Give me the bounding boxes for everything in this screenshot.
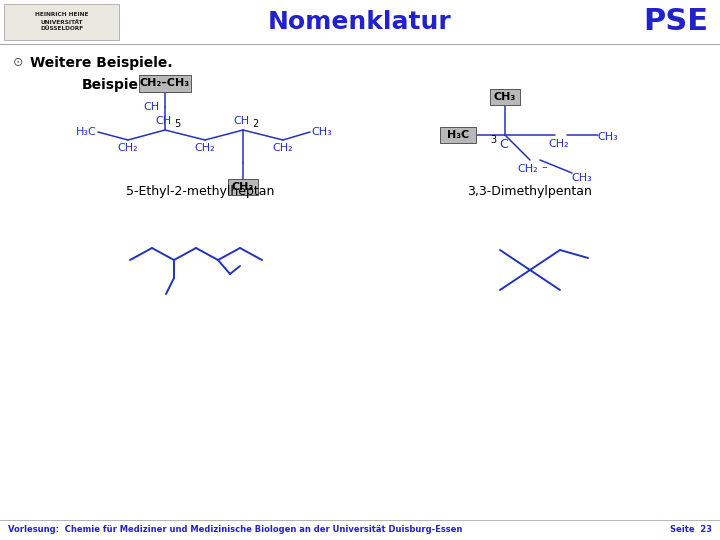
Text: –: – bbox=[541, 162, 546, 172]
Text: PSE: PSE bbox=[643, 8, 708, 37]
Text: C: C bbox=[500, 138, 508, 151]
Text: CH₃: CH₃ bbox=[494, 92, 516, 102]
Text: CH₃: CH₃ bbox=[232, 182, 254, 192]
Text: CH₃: CH₃ bbox=[312, 127, 333, 137]
Text: Weitere Beispiele.: Weitere Beispiele. bbox=[30, 56, 173, 70]
Text: 5-Ethyl-2-methylheptan: 5-Ethyl-2-methylheptan bbox=[126, 186, 274, 199]
Text: CH₃: CH₃ bbox=[598, 132, 618, 142]
Text: 5: 5 bbox=[174, 119, 180, 129]
Text: Nomenklatur: Nomenklatur bbox=[268, 10, 452, 34]
Text: 2: 2 bbox=[252, 119, 258, 129]
Text: Vorlesung:  Chemie für Mediziner und Medizinische Biologen an der Universität Du: Vorlesung: Chemie für Mediziner und Medi… bbox=[8, 525, 462, 535]
Bar bbox=[139, 75, 191, 91]
Text: H₃C: H₃C bbox=[76, 127, 96, 137]
Text: CH₃: CH₃ bbox=[572, 173, 593, 183]
Text: ⊙: ⊙ bbox=[13, 57, 23, 70]
Text: Beispiele:: Beispiele: bbox=[82, 78, 158, 92]
Text: Seite  23: Seite 23 bbox=[670, 525, 712, 535]
Text: 3,3-Dimethylpentan: 3,3-Dimethylpentan bbox=[467, 186, 593, 199]
Text: CH₂: CH₂ bbox=[117, 143, 138, 153]
Text: CH: CH bbox=[143, 102, 159, 112]
Text: HEINRICH HEINE
UNIVERSITÄT
DÜSSELDORF: HEINRICH HEINE UNIVERSITÄT DÜSSELDORF bbox=[35, 12, 89, 31]
Text: 3: 3 bbox=[490, 135, 496, 145]
Text: CH₂: CH₂ bbox=[273, 143, 293, 153]
Text: CH₂: CH₂ bbox=[518, 164, 539, 174]
Bar bbox=[440, 127, 476, 143]
Text: CH: CH bbox=[155, 116, 171, 126]
Bar bbox=[490, 89, 520, 105]
Text: H₃C: H₃C bbox=[447, 130, 469, 140]
Text: CH₂: CH₂ bbox=[549, 139, 570, 149]
Bar bbox=[228, 179, 258, 195]
Bar bbox=[4, 4, 119, 40]
Text: CH₂: CH₂ bbox=[194, 143, 215, 153]
Text: CH₂–CH₃: CH₂–CH₃ bbox=[140, 78, 190, 88]
Text: CH: CH bbox=[233, 116, 249, 126]
